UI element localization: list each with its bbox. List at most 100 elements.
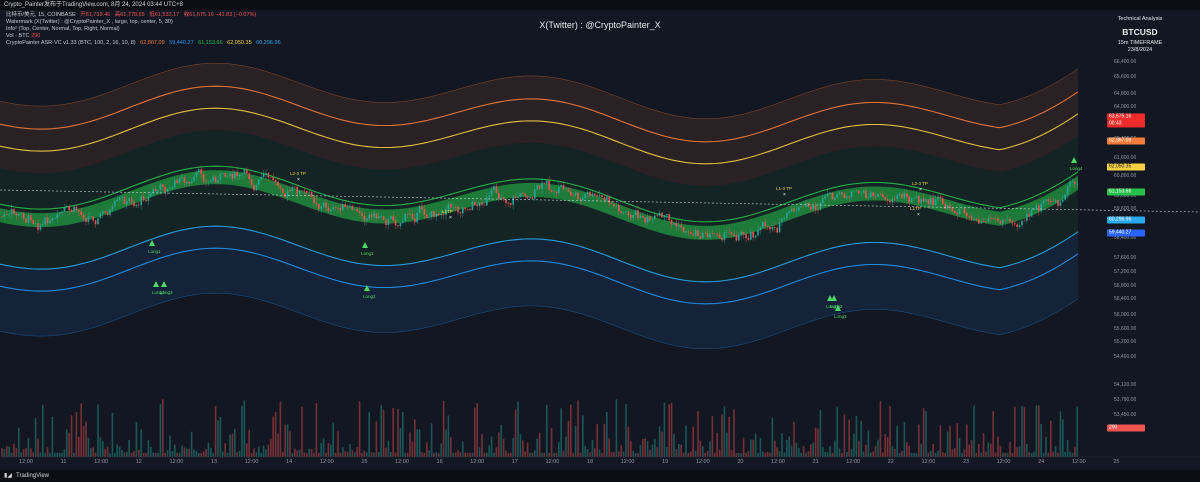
candle-body	[243, 169, 246, 174]
volume-bar	[867, 430, 870, 457]
volume-bar	[603, 424, 606, 457]
volume-bar	[997, 436, 999, 457]
candle-body	[248, 173, 250, 180]
candle-body	[786, 212, 788, 218]
volume-bar	[234, 428, 236, 457]
candle-body	[486, 197, 488, 206]
volume-bar	[1, 448, 3, 457]
candle-body	[1069, 181, 1071, 187]
candle-body	[848, 196, 850, 198]
volume-bar	[718, 449, 721, 457]
candle-body	[272, 177, 274, 180]
candle-body	[534, 189, 536, 199]
volume-bar	[267, 444, 270, 457]
long-signal-icon	[364, 285, 370, 291]
volume-bar	[34, 418, 37, 457]
candle-body	[723, 232, 726, 241]
volume-bar	[915, 452, 918, 457]
volume-bar	[510, 452, 512, 457]
candle-body	[937, 196, 939, 200]
time-tick-label: 23	[962, 459, 970, 465]
volume-bar	[776, 447, 778, 457]
close-value: 61,675.16 −41.83 (−0.07%)	[189, 12, 257, 18]
candle-body	[925, 199, 927, 202]
candle-body	[440, 213, 442, 216]
price-tick-label: 56,400.00	[1114, 296, 1137, 302]
candle-body	[594, 193, 596, 196]
volume-bar	[111, 412, 114, 457]
time-tick-label: 12:00	[470, 459, 485, 465]
volume-bar	[502, 438, 505, 457]
volume-bar	[620, 445, 622, 457]
volume-bar	[440, 443, 442, 457]
volume-bar	[692, 426, 694, 457]
candle-body	[572, 195, 574, 197]
legend-indicator-row[interactable]: CryptoPainter ASR-VC v1.33 (BTC, 100, 2,…	[6, 40, 281, 46]
candle-body	[99, 213, 102, 219]
volume-bar	[116, 444, 118, 457]
volume-bar	[834, 440, 836, 457]
volume-bar	[586, 449, 589, 457]
candle-body	[622, 211, 625, 213]
volume-bar	[582, 415, 584, 457]
volume-bar	[764, 452, 766, 457]
volume-bar	[550, 427, 553, 457]
volume-bar	[483, 452, 486, 457]
volume-bar	[598, 449, 601, 457]
volume-bar	[30, 448, 32, 457]
volume-bar	[622, 451, 625, 457]
candle-body	[639, 215, 642, 219]
candle-body	[87, 216, 90, 222]
volume-bar	[591, 440, 594, 457]
candle-body	[822, 198, 824, 204]
candle-body	[752, 232, 754, 238]
price-chart[interactable]: Long1Long2Long3Long1Long2Long1Long2Long3…	[0, 10, 1200, 470]
volume-bar	[373, 452, 375, 457]
volume-bar	[898, 452, 901, 457]
candle-body	[1006, 219, 1009, 221]
candle-body	[694, 230, 697, 236]
volume-bar	[61, 452, 63, 457]
volume-bar	[908, 445, 910, 457]
candle-body	[1011, 221, 1014, 224]
candle-body	[1047, 199, 1050, 202]
candle-body	[877, 194, 879, 197]
candle-body	[738, 234, 740, 241]
candle-body	[174, 180, 176, 187]
volume-bar	[1006, 452, 1009, 457]
volume-bar	[951, 449, 954, 457]
volume-bar	[668, 404, 670, 457]
candle-body	[1023, 220, 1026, 222]
candle-body	[536, 185, 538, 190]
time-tick-label: 15	[361, 459, 368, 465]
candle-body	[13, 209, 15, 214]
legend-watermark-row[interactable]: Watermark (X(Twitter) : @CryptoPainter_X…	[6, 19, 173, 25]
candle-body	[246, 169, 248, 174]
volume-bar	[1038, 405, 1040, 457]
volume-bar	[248, 429, 250, 457]
candle-body	[313, 196, 315, 203]
candle-body	[718, 234, 721, 239]
volume-bar	[711, 416, 714, 457]
volume-bar	[733, 409, 735, 457]
price-scale-label: 290	[1107, 424, 1145, 432]
candle-body	[1052, 201, 1054, 203]
volume-bar	[260, 452, 262, 457]
volume-bar	[195, 451, 198, 457]
volume-bar	[90, 448, 92, 457]
legend-volume-row[interactable]: Vol · BTC 290	[6, 33, 41, 39]
volume-bar	[514, 409, 517, 457]
candle-body	[742, 231, 745, 235]
candle-body	[577, 192, 579, 200]
volume-bar	[1014, 406, 1016, 457]
candle-body	[289, 190, 291, 192]
legend-info-row[interactable]: Info² (Top, Center, Normal, Top, Right, …	[6, 26, 120, 32]
volume-bar	[658, 426, 661, 457]
volume-bar	[433, 452, 435, 457]
candle-body	[481, 202, 483, 205]
candle-body	[637, 210, 639, 219]
volume-bar	[334, 452, 337, 457]
candle-body	[435, 213, 438, 217]
volume-bar	[298, 449, 301, 457]
candle-body	[493, 186, 495, 191]
